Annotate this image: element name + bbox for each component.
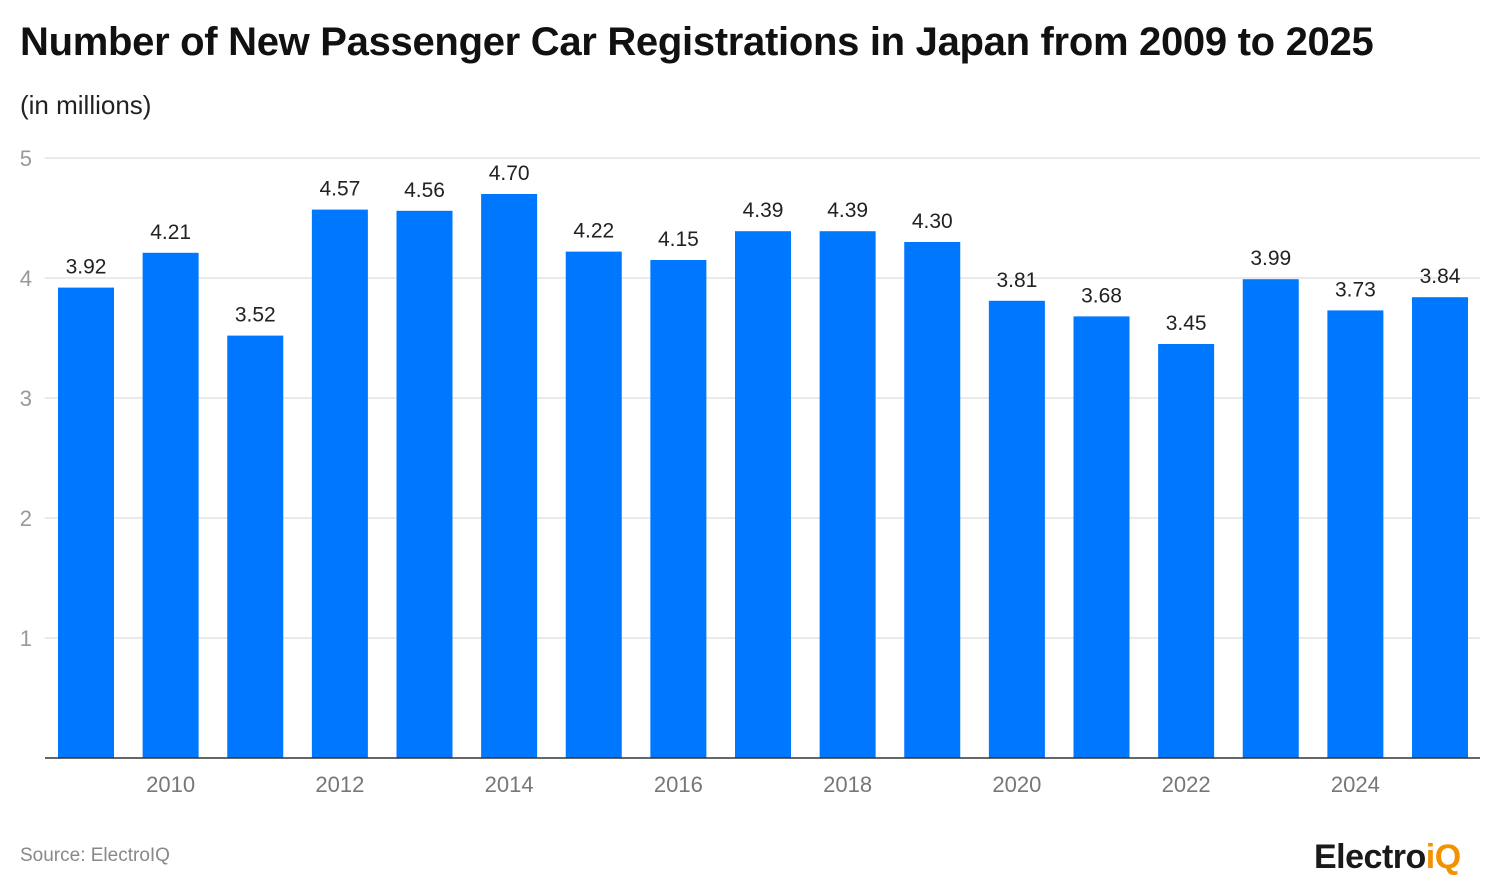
source-note: Source: ElectroIQ [20, 845, 170, 866]
data-label: 4.39 [827, 199, 868, 222]
data-label: 3.73 [1335, 278, 1376, 301]
data-label: 3.81 [996, 269, 1037, 292]
y-tick-label: 5 [20, 146, 32, 171]
bar-2014 [481, 194, 538, 758]
data-label: 3.52 [235, 304, 276, 327]
bar-2016 [650, 260, 707, 758]
bar-2024 [1327, 310, 1384, 758]
bar-2015 [565, 251, 622, 758]
x-tick-label: 2022 [1162, 772, 1211, 797]
chart-title: Number of New Passenger Car Registration… [20, 20, 1374, 64]
data-label: 3.92 [66, 256, 107, 279]
bar-2011 [227, 335, 284, 758]
electroiq-logo: ElectroiQ [1314, 838, 1461, 876]
data-label: 3.84 [1420, 265, 1461, 288]
data-label: 3.99 [1250, 247, 1291, 270]
data-label: 4.22 [573, 220, 614, 243]
x-tick-label: 2016 [654, 772, 703, 797]
data-label: 4.21 [150, 221, 191, 244]
data-label: 4.30 [912, 210, 953, 233]
bar-2023 [1242, 279, 1299, 758]
data-label: 3.68 [1081, 284, 1122, 307]
chart-subtitle: (in millions) [20, 90, 152, 120]
data-label: 4.39 [743, 199, 784, 222]
x-tick-label: 2012 [315, 772, 364, 797]
bar-2020 [988, 300, 1045, 758]
bar-2009 [58, 287, 114, 758]
data-label: 4.70 [489, 162, 530, 185]
x-tick-label: 2018 [823, 772, 872, 797]
y-tick-label: 1 [20, 626, 32, 651]
bar-2018 [819, 231, 876, 758]
data-label: 4.57 [319, 178, 360, 201]
x-tick-label: 2020 [992, 772, 1041, 797]
bar-2013 [396, 210, 453, 759]
bar-2017 [735, 231, 791, 758]
bar-chart: 1 2 3 4 5 3.92 4.21 3.52 4.57 4.56 4.70 4.22 4.15 4.3… [20, 146, 1480, 797]
bar-2019 [904, 242, 961, 758]
data-label: 4.15 [658, 228, 699, 251]
y-tick-label: 2 [20, 506, 32, 531]
y-tick-label: 3 [20, 386, 32, 411]
bar-2010 [142, 252, 199, 759]
x-tick-label: 2014 [485, 772, 534, 797]
x-tick-label: 2024 [1331, 772, 1380, 797]
data-label: 3.45 [1166, 312, 1207, 335]
y-tick-label: 4 [20, 266, 32, 291]
x-tick-label: 2010 [146, 772, 195, 797]
data-label: 4.56 [404, 179, 445, 202]
bar-2012 [311, 209, 368, 759]
bar-2022 [1158, 344, 1215, 758]
bar-2021 [1073, 316, 1130, 758]
bar-2025 [1412, 297, 1468, 758]
